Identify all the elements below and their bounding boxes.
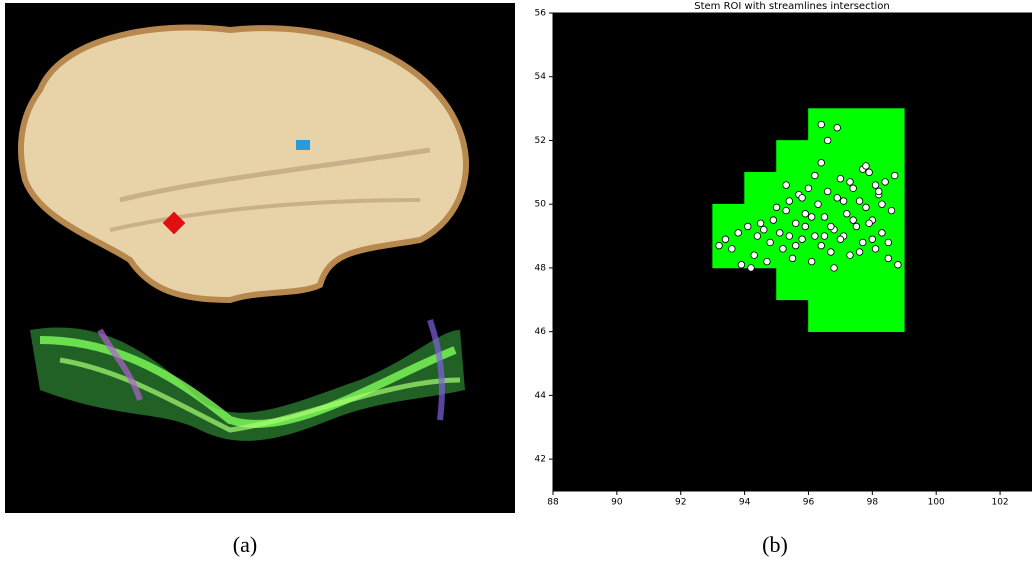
- point: [821, 233, 828, 240]
- point: [828, 249, 835, 256]
- point: [799, 195, 806, 202]
- point: [760, 226, 767, 233]
- point: [808, 214, 815, 221]
- point: [748, 265, 755, 272]
- x-tick-label: 102: [991, 498, 1008, 508]
- point: [891, 172, 898, 179]
- point: [776, 230, 783, 237]
- point: [843, 210, 850, 217]
- point: [856, 198, 863, 205]
- point: [850, 185, 857, 192]
- point: [850, 217, 857, 224]
- point: [895, 261, 902, 268]
- point: [824, 137, 831, 144]
- point: [818, 121, 825, 128]
- point: [847, 179, 854, 186]
- x-tick-label: 92: [675, 498, 686, 508]
- point: [866, 169, 873, 176]
- figure: (a) (b) Stem ROI with streamlines inters…: [0, 0, 1032, 566]
- point: [859, 239, 866, 246]
- point: [812, 233, 819, 240]
- caption: (b): [762, 532, 788, 557]
- x-tick-label: 98: [867, 498, 879, 508]
- point: [885, 239, 892, 246]
- y-tick-label: 54: [535, 72, 547, 82]
- point: [754, 233, 761, 240]
- point: [840, 198, 847, 205]
- point: [792, 242, 799, 249]
- point: [821, 214, 828, 221]
- figure-canvas: (a) (b) Stem ROI with streamlines inters…: [0, 0, 1032, 566]
- point: [716, 242, 723, 249]
- point: [815, 201, 822, 208]
- point: [818, 242, 825, 249]
- point: [729, 246, 736, 253]
- y-tick-label: 44: [535, 391, 547, 401]
- point: [799, 236, 806, 243]
- x-tick-label: 96: [803, 498, 815, 508]
- x-tick-label: 100: [928, 498, 945, 508]
- point: [828, 223, 835, 230]
- point: [805, 185, 812, 192]
- point: [818, 159, 825, 166]
- point: [863, 204, 870, 211]
- point: [856, 249, 863, 256]
- point: [786, 198, 793, 205]
- point: [738, 261, 745, 268]
- point: [837, 175, 844, 182]
- point: [875, 188, 882, 195]
- chart-title: Stem ROI with streamlines intersection: [694, 1, 889, 12]
- point: [802, 223, 809, 230]
- point: [885, 255, 892, 262]
- y-tick-label: 56: [535, 9, 547, 19]
- caption: (a): [233, 532, 257, 557]
- point: [837, 236, 844, 243]
- point: [853, 223, 860, 230]
- point: [792, 220, 799, 227]
- y-tick-label: 42: [535, 455, 546, 465]
- point: [744, 223, 751, 230]
- point: [764, 258, 771, 265]
- roi-voxel: [776, 140, 809, 300]
- point: [770, 217, 777, 224]
- x-tick-label: 94: [739, 498, 751, 508]
- point: [773, 204, 780, 211]
- y-tick-label: 48: [535, 263, 547, 273]
- point: [879, 201, 886, 208]
- point: [879, 230, 886, 237]
- x-tick-label: 88: [547, 498, 559, 508]
- point: [834, 124, 841, 131]
- point: [882, 179, 889, 186]
- point: [847, 252, 854, 259]
- point: [780, 246, 787, 253]
- point: [802, 210, 809, 217]
- y-tick-label: 50: [535, 200, 547, 210]
- point: [872, 182, 879, 189]
- point: [789, 255, 796, 262]
- x-tick-label: 90: [611, 498, 623, 508]
- point: [888, 207, 895, 214]
- point: [869, 236, 876, 243]
- point: [824, 188, 831, 195]
- point: [812, 172, 819, 179]
- point: [834, 195, 841, 202]
- point: [872, 246, 879, 253]
- point: [757, 220, 764, 227]
- point: [808, 258, 815, 265]
- point: [783, 182, 790, 189]
- point: [786, 233, 793, 240]
- point: [735, 230, 742, 237]
- point: [863, 163, 870, 170]
- y-tick-label: 46: [535, 327, 547, 337]
- y-tick-label: 52: [535, 136, 546, 146]
- point: [722, 236, 729, 243]
- point: [751, 252, 758, 259]
- brain-image: [5, 3, 515, 513]
- point: [783, 207, 790, 214]
- point: [831, 265, 838, 272]
- point: [866, 220, 873, 227]
- point: [767, 239, 774, 246]
